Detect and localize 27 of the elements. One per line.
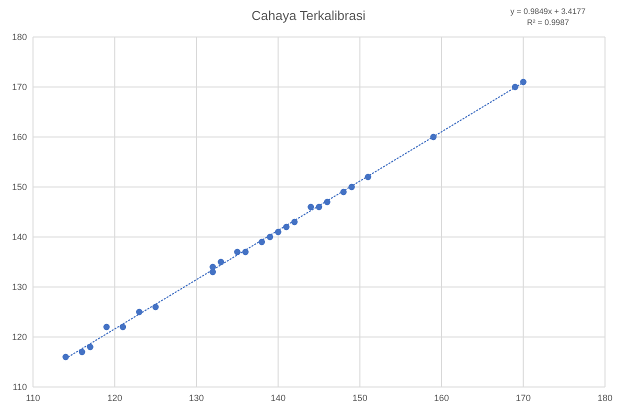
y-tick-label: 180: [12, 32, 27, 42]
x-tick-label: 160: [434, 393, 450, 403]
y-tick-label: 170: [12, 82, 27, 92]
y-tick-label: 120: [12, 332, 27, 342]
x-tick-label: 150: [352, 393, 368, 403]
y-tick-label: 110: [12, 382, 27, 392]
text: y = 0.9849x + 3.4177: [510, 7, 586, 16]
x-tick-label: 170: [516, 393, 531, 403]
x-tick-label: 180: [597, 393, 613, 403]
y-tick-label: 160: [12, 132, 27, 142]
point: [234, 248, 240, 256]
x-tick-label: 130: [188, 393, 204, 403]
x-tick-label: 120: [107, 393, 122, 403]
y-tick-label: 140: [12, 232, 27, 242]
chart-title: Cahaya Terkalibrasi: [252, 8, 366, 23]
point: [87, 344, 94, 350]
point: [520, 78, 526, 86]
y-tick-label: 130: [12, 282, 27, 292]
point: [120, 324, 126, 330]
point: [308, 204, 314, 210]
text: R² = 0.9987: [526, 18, 570, 27]
x-tick-label: 140: [270, 393, 286, 403]
x-tick-label: 110: [26, 393, 40, 403]
y-tick-label: 150: [12, 182, 27, 192]
point: [103, 324, 110, 330]
point: [210, 264, 216, 270]
point: [78, 348, 86, 356]
